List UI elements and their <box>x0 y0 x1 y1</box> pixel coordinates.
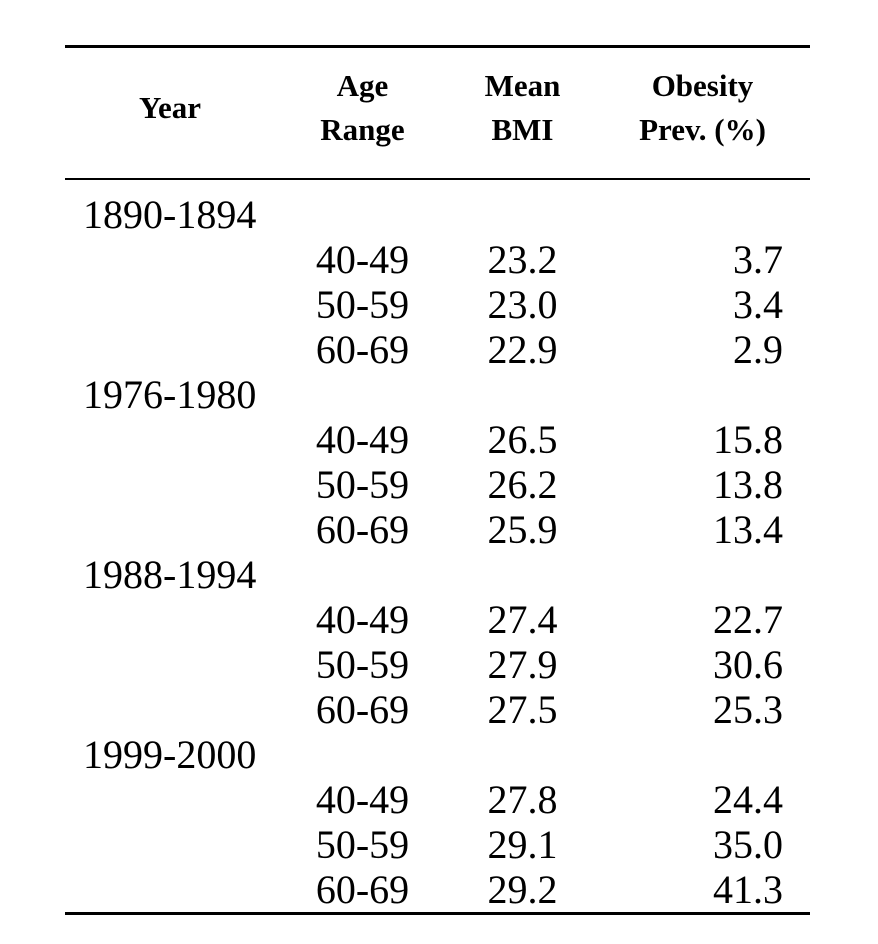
age-range-cell: 50-59 <box>315 462 410 507</box>
col-header-age-line1: Age <box>336 68 389 103</box>
obesity-prev-cell: 3.7 <box>733 237 783 282</box>
data-row: 40-49 23.2 3.7 <box>65 237 810 282</box>
mean-bmi-cell: 22.9 <box>487 327 558 372</box>
data-row: 60-69 22.9 2.9 <box>65 327 810 372</box>
bmi-obesity-table: Year Age Range Mean BMI Obesity Prev. (%… <box>65 45 810 915</box>
empty-cell <box>65 417 275 462</box>
mean-bmi-cell: 23.0 <box>487 282 558 327</box>
year-group-row: 1999-2000 <box>65 732 810 777</box>
empty-cell <box>275 179 450 237</box>
age-range-cell: 60-69 <box>315 327 410 372</box>
obesity-prev-cell: 13.4 <box>713 507 783 552</box>
empty-cell <box>65 327 275 372</box>
mean-bmi-cell: 23.2 <box>487 237 558 282</box>
data-row: 50-59 27.9 30.6 <box>65 642 810 687</box>
col-header-prev-line1: Obesity <box>651 68 754 103</box>
data-row: 60-69 27.5 25.3 <box>65 687 810 732</box>
table-header: Year Age Range Mean BMI Obesity Prev. (%… <box>65 46 810 180</box>
data-row: 60-69 29.2 41.3 <box>65 867 810 914</box>
year-group-row: 1976-1980 <box>65 372 810 417</box>
mean-bmi-cell: 29.2 <box>487 867 558 912</box>
empty-cell <box>275 732 450 777</box>
empty-cell <box>275 552 450 597</box>
obesity-prev-cell: 30.6 <box>713 642 783 687</box>
empty-cell <box>595 179 810 237</box>
col-header-age-range: Age Range <box>275 46 450 180</box>
year-group-row: 1988-1994 <box>65 552 810 597</box>
empty-cell <box>65 867 275 914</box>
year-group-row: 1890-1894 <box>65 179 810 237</box>
mean-bmi-cell: 26.2 <box>487 462 558 507</box>
empty-cell <box>450 552 595 597</box>
age-range-cell: 50-59 <box>315 822 410 867</box>
age-range-cell: 40-49 <box>315 237 410 282</box>
empty-cell <box>65 237 275 282</box>
empty-cell <box>65 822 275 867</box>
table-body: 1890-1894 40-49 23.2 3.7 50-59 23.0 3.4 60-69 22… <box>65 179 810 914</box>
year-cell: 1988-1994 <box>83 552 257 597</box>
col-header-bmi-line2: BMI <box>491 112 554 147</box>
empty-cell <box>450 179 595 237</box>
age-range-cell: 40-49 <box>315 597 410 642</box>
col-header-bmi-line1: Mean <box>484 68 561 103</box>
data-row: 50-59 29.1 35.0 <box>65 822 810 867</box>
data-row: 40-49 27.4 22.7 <box>65 597 810 642</box>
empty-cell <box>65 282 275 327</box>
age-range-cell: 60-69 <box>315 867 410 912</box>
empty-cell <box>65 687 275 732</box>
year-cell: 1999-2000 <box>83 732 257 777</box>
age-range-cell: 40-49 <box>315 417 410 462</box>
empty-cell <box>65 597 275 642</box>
obesity-prev-cell: 2.9 <box>733 327 783 372</box>
year-cell: 1976-1980 <box>83 372 257 417</box>
obesity-prev-cell: 15.8 <box>713 417 783 462</box>
age-range-cell: 60-69 <box>315 687 410 732</box>
obesity-prev-cell: 3.4 <box>733 282 783 327</box>
age-range-cell: 40-49 <box>315 777 410 822</box>
col-header-year-label: Year <box>139 90 201 125</box>
data-row: 50-59 23.0 3.4 <box>65 282 810 327</box>
empty-cell <box>65 777 275 822</box>
mean-bmi-cell: 25.9 <box>487 507 558 552</box>
mean-bmi-cell: 26.5 <box>487 417 558 462</box>
header-row: Year Age Range Mean BMI Obesity Prev. (%… <box>65 46 810 180</box>
empty-cell <box>595 372 810 417</box>
mean-bmi-cell: 27.4 <box>487 597 558 642</box>
age-range-cell: 60-69 <box>315 507 410 552</box>
empty-cell <box>275 372 450 417</box>
obesity-prev-cell: 13.8 <box>713 462 783 507</box>
mean-bmi-cell: 27.9 <box>487 642 558 687</box>
data-row: 40-49 27.8 24.4 <box>65 777 810 822</box>
year-cell: 1890-1894 <box>83 192 257 237</box>
empty-cell <box>65 462 275 507</box>
obesity-prev-cell: 24.4 <box>713 777 783 822</box>
mean-bmi-cell: 29.1 <box>487 822 558 867</box>
obesity-prev-cell: 22.7 <box>713 597 783 642</box>
data-row: 50-59 26.2 13.8 <box>65 462 810 507</box>
data-row: 60-69 25.9 13.4 <box>65 507 810 552</box>
mean-bmi-cell: 27.5 <box>487 687 558 732</box>
obesity-prev-cell: 35.0 <box>713 822 783 867</box>
empty-cell <box>65 642 275 687</box>
empty-cell <box>65 507 275 552</box>
col-header-mean-bmi: Mean BMI <box>450 46 595 180</box>
obesity-prev-cell: 25.3 <box>713 687 783 732</box>
empty-cell <box>450 732 595 777</box>
empty-cell <box>595 732 810 777</box>
col-header-year: Year <box>65 46 275 180</box>
col-header-prev-line2: Prev. (%) <box>639 112 766 147</box>
obesity-prev-cell: 41.3 <box>713 867 783 912</box>
age-range-cell: 50-59 <box>315 282 410 327</box>
col-header-age-line2: Range <box>320 112 405 147</box>
mean-bmi-cell: 27.8 <box>487 777 558 822</box>
col-header-obesity-prev: Obesity Prev. (%) <box>595 46 810 180</box>
age-range-cell: 50-59 <box>315 642 410 687</box>
empty-cell <box>595 552 810 597</box>
empty-cell <box>450 372 595 417</box>
data-row: 40-49 26.5 15.8 <box>65 417 810 462</box>
